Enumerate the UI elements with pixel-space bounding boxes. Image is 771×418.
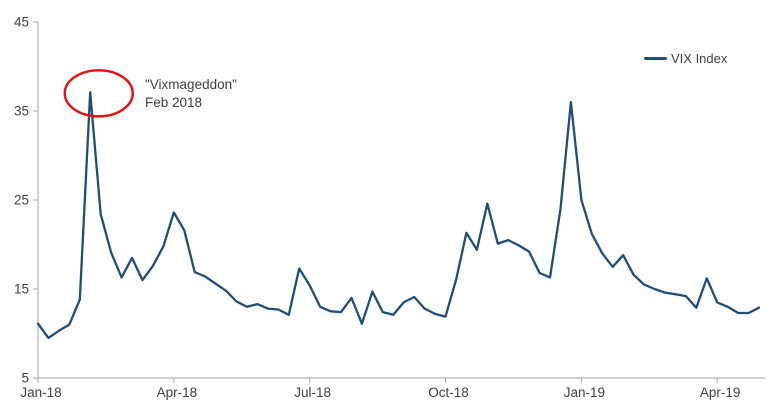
vix-line-series (36, 91, 761, 340)
x-axis-tick-label: Jan-18 (20, 385, 61, 400)
y-axis-tick-label: 45 (14, 15, 29, 30)
y-axis-tick-label: 5 (21, 371, 29, 386)
x-axis-tick-label: Oct-18 (428, 385, 469, 400)
annotation-line-1: "Vixmageddon" (145, 77, 237, 92)
y-axis-tick-label: 25 (14, 193, 29, 208)
vixmageddon-annotation: "Vixmageddon" Feb 2018 (145, 76, 237, 112)
legend-label: VIX Index (671, 51, 728, 66)
vixmageddon-ellipse (63, 69, 134, 118)
legend: VIX Index (644, 51, 727, 66)
x-axis-tick-label: Jan-19 (564, 385, 605, 400)
y-axis-tick-label: 35 (14, 104, 29, 119)
y-axis-tick-label: 15 (14, 282, 29, 297)
x-axis-tick-label: Apr-18 (157, 385, 198, 400)
annotation-line-2: Feb 2018 (145, 95, 203, 110)
legend-line-swatch (644, 57, 667, 60)
x-axis-tick-label: Jul-18 (294, 385, 331, 400)
x-axis-tick-label: Apr-19 (700, 385, 741, 400)
